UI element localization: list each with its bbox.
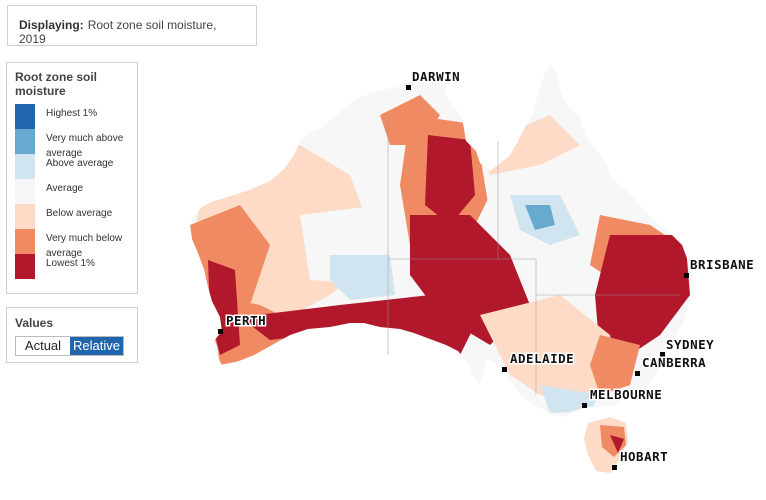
city-label-hobart: HOBART — [620, 449, 668, 464]
legend-item-label: Very much below average — [46, 233, 123, 259]
displaying-value: Root zone soil moisture, 2019 — [19, 18, 217, 46]
city-canberra[interactable]: CANBERRA — [635, 354, 707, 376]
legend-item-label: Average — [46, 183, 84, 194]
city-darwin[interactable]: DARWIN — [406, 68, 461, 90]
city-perth[interactable]: PERTH — [218, 312, 267, 334]
legend-item: Above average — [15, 154, 129, 179]
legend-item: Lowest 1% — [15, 254, 129, 279]
legend-swatch — [15, 204, 35, 229]
raster-very-below-top-end — [380, 95, 440, 145]
legend-item: Below average — [15, 204, 129, 229]
legend-item-label: Very much above average — [46, 133, 124, 159]
displaying-panel: Displaying: Root zone soil moisture, 2019 — [7, 5, 257, 46]
raster-lowest-perth — [208, 260, 240, 355]
raster-above-average-central — [330, 255, 395, 300]
city-label-adelaide: ADELAIDE — [510, 351, 574, 366]
legend-item: Highest 1% — [15, 104, 129, 129]
city-label-brisbane: BRISBANE — [690, 257, 754, 272]
legend-item-label: Below average — [46, 208, 113, 219]
state-borders — [387, 119, 680, 395]
tasmania — [584, 417, 628, 473]
city-melbourne[interactable]: MELBOURNE — [582, 386, 663, 408]
raster-very-below-vic — [590, 335, 640, 395]
city-label-perth: PERTH — [226, 313, 266, 328]
legend-panel: Root zone soil moisture Highest 1% Very … — [6, 62, 138, 294]
actual-button[interactable]: Actual — [16, 337, 70, 355]
city-brisbane[interactable]: BRISBANE — [684, 256, 755, 278]
legend-swatch — [15, 229, 35, 254]
raster-below-south-east — [480, 295, 620, 405]
values-panel: Values Actual Relative — [6, 307, 138, 363]
legend-item: Average — [15, 179, 129, 204]
city-label-sydney: SYDNEY — [666, 337, 714, 352]
legend-item-label: Above average — [46, 158, 114, 169]
legend-item-label: Lowest 1% — [46, 258, 95, 269]
legend-swatch — [15, 179, 35, 204]
values-title: Values — [15, 316, 54, 330]
legend-item: Very much below average — [15, 229, 129, 259]
raster-below-cape — [480, 115, 580, 175]
city-sydney[interactable]: SYDNEY — [660, 336, 715, 357]
soil-moisture-raster — [190, 63, 692, 417]
city-label-melbourne: MELBOURNE — [590, 387, 662, 402]
city-adelaide[interactable]: ADELAIDE — [502, 350, 575, 372]
city-label-canberra: CANBERRA — [642, 355, 706, 370]
legend-swatch — [15, 154, 35, 179]
displaying-label: Displaying: — [19, 18, 84, 32]
raster-very-above-qld — [525, 205, 555, 230]
city-markers: DARWIN BRISBANE PERTH SYDNEY ADELAIDE CA… — [218, 68, 755, 470]
australia-map[interactable]: DARWIN BRISBANE PERTH SYDNEY ADELAIDE CA… — [180, 55, 766, 487]
values-toggle: Actual Relative — [15, 336, 124, 356]
legend-title: Root zone soil moisture — [15, 70, 97, 98]
city-hobart[interactable]: HOBART — [612, 448, 669, 470]
legend-swatch — [15, 104, 35, 129]
legend-item-label: Highest 1% — [46, 108, 98, 119]
relative-button[interactable]: Relative — [70, 337, 123, 355]
city-label-darwin: DARWIN — [412, 69, 460, 84]
raster-lowest-nt — [425, 135, 475, 225]
legend-item: Very much above average — [15, 129, 129, 159]
legend-swatch — [15, 129, 35, 154]
legend-swatch — [15, 254, 35, 279]
